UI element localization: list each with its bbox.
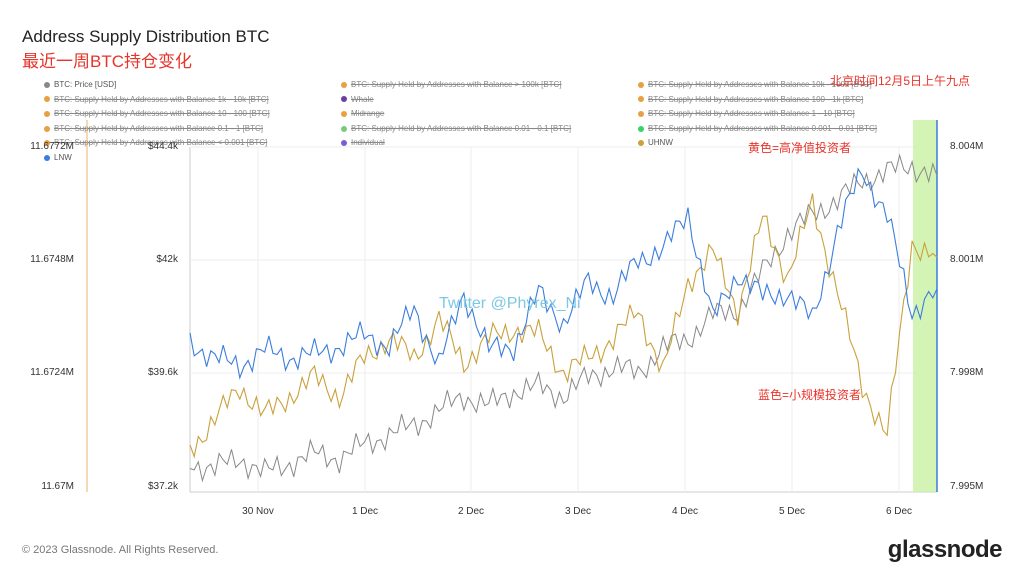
y-tick-right: 8.001M — [950, 254, 984, 265]
legend-dot-icon — [44, 96, 50, 103]
legend-item[interactable]: BTC: Supply Held by Addresses with Balan… — [341, 80, 562, 89]
y-tick-left-inner: $42k — [156, 254, 178, 265]
y-tick-left-inner: $39.6k — [147, 367, 178, 378]
x-tick: 3 Dec — [564, 506, 592, 517]
legend-item[interactable]: BTC: Supply Held by Addresses with Balan… — [638, 124, 877, 133]
legend-item[interactable]: BTC: Price [USD] — [44, 80, 116, 89]
x-tick: 4 Dec — [671, 506, 699, 517]
legend-label: BTC: Supply Held by Addresses with Balan… — [648, 123, 878, 133]
y-tick-left-outer: 11.6772M — [30, 141, 74, 152]
legend-item[interactable]: BTC: Supply Held by Addresses with Balan… — [44, 138, 267, 147]
legend-label: LNW — [54, 153, 72, 162]
legend-dot-icon — [44, 125, 50, 132]
copyright: © 2023 Glassnode. All Rights Reserved. — [22, 544, 219, 556]
legend-label: BTC: Supply Held by Addresses with Balan… — [648, 80, 872, 89]
legend-label: BTC: Supply Held by Addresses with Balan… — [648, 109, 855, 119]
legend-item[interactable]: BTC: Supply Held by Addresses with Balan… — [341, 124, 571, 133]
highlight-region — [913, 120, 937, 492]
y-tick-right: 7.995M — [950, 481, 984, 492]
legend-label: BTC: Supply Held by Addresses with Balan… — [351, 80, 562, 89]
yellow-annotation: 黄色=高净值投资者 — [748, 141, 852, 155]
legend-item[interactable]: BTC: Supply Held by Addresses with Balan… — [44, 95, 269, 104]
legend-label: Individual — [351, 138, 385, 148]
legend-item[interactable]: Midrange — [341, 109, 384, 118]
y-tick-left-outer: 11.6724M — [30, 367, 74, 378]
chart-subtitle: 最近一周BTC持仓变化 — [22, 52, 192, 71]
legend-item[interactable]: UHNW — [638, 138, 673, 147]
legend-label: BTC: Supply Held by Addresses with Balan… — [54, 123, 263, 133]
legend-dot-icon — [341, 96, 347, 103]
legend-label: BTC: Supply Held by Addresses with Balan… — [648, 94, 864, 104]
legend-label: BTC: Supply Held by Addresses with Balan… — [54, 109, 270, 119]
legend-dot-icon — [638, 81, 644, 88]
legend-dot-icon — [44, 154, 50, 161]
legend-dot-icon — [341, 140, 347, 147]
legend-dot-icon — [638, 140, 644, 147]
legend-label: Midrange — [351, 109, 385, 119]
x-tick: 30 Nov — [242, 506, 274, 517]
legend-label: BTC: Supply Held by Addresses with Balan… — [351, 123, 572, 133]
y-tick-left-outer: 11.67M — [41, 481, 74, 492]
legend-dot-icon — [638, 111, 644, 118]
legend-item[interactable]: Individual — [341, 138, 385, 147]
legend-label: BTC: Price [USD] — [54, 80, 117, 89]
legend-dot-icon — [341, 125, 347, 132]
legend-dot-icon — [341, 81, 347, 88]
uhnw-line — [189, 193, 938, 459]
chart-title: Address Supply Distribution BTC — [22, 27, 270, 46]
x-tick: 2 Dec — [457, 506, 485, 517]
legend-item[interactable]: BTC: Supply Held by Addresses with Balan… — [638, 109, 855, 118]
legend-label: BTC: Supply Held by Addresses with Balan… — [54, 94, 269, 104]
x-tick: 6 Dec — [885, 506, 913, 517]
y-tick-left-inner: $44.4k — [147, 141, 178, 152]
y-tick-left-outer: 11.6748M — [30, 254, 74, 265]
legend-label: Whale — [351, 94, 374, 104]
legend-dot-icon — [44, 111, 50, 118]
legend-dot-icon — [341, 111, 347, 118]
legend-dot-icon — [44, 81, 50, 88]
legend-label: UHNW — [648, 138, 673, 148]
y-tick-right: 7.998M — [950, 367, 984, 378]
watermark: Twitter @Phyrex_Ni — [439, 295, 581, 312]
y-tick-left-inner: $37.2k — [147, 481, 178, 492]
legend-label: BTC: Supply Held by Addresses with Balan… — [54, 138, 268, 148]
legend-item[interactable]: BTC: Supply Held by Addresses with Balan… — [638, 80, 872, 89]
legend-item[interactable]: BTC: Supply Held by Addresses with Balan… — [44, 124, 263, 133]
lnw-line — [189, 167, 938, 380]
blue-annotation: 蓝色=小规模投资者 — [758, 388, 862, 402]
x-tick: 5 Dec — [778, 506, 806, 517]
legend-item[interactable]: BTC: Supply Held by Addresses with Balan… — [638, 95, 863, 104]
legend-item[interactable]: Whale — [341, 95, 374, 104]
price-line — [189, 153, 938, 483]
legend-item[interactable]: LNW — [44, 153, 72, 162]
legend-dot-icon — [638, 125, 644, 132]
legend-dot-icon — [638, 96, 644, 103]
y-tick-right: 8.004M — [950, 141, 984, 152]
legend-item[interactable]: BTC: Supply Held by Addresses with Balan… — [44, 109, 270, 118]
glassnode-logo: glassnode — [887, 536, 1003, 563]
time-annotation: 北京时间12月5日上午九点 — [830, 74, 971, 88]
x-tick: 1 Dec — [351, 506, 379, 517]
legend-dot-icon — [44, 140, 50, 147]
